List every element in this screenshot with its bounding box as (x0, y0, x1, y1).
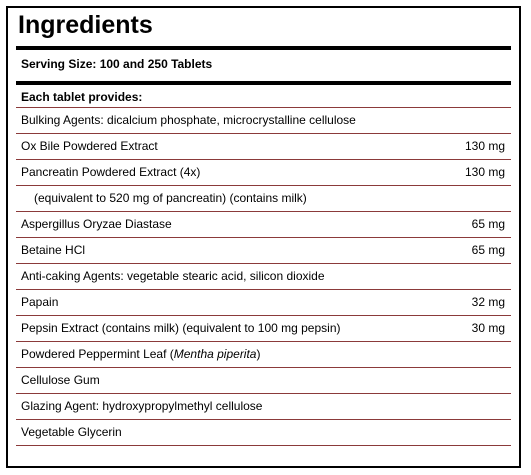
ingredient-amount: 130 mg (464, 165, 505, 179)
ingredient-name: (equivalent to 520 mg of pancreatin) (co… (34, 191, 307, 205)
ingredient-name: Bulking Agents: dicalcium phosphate, mic… (21, 113, 356, 127)
ingredient-row: Betaine HCl 65 mg (16, 237, 511, 263)
ingredient-row: Glazing Agent: hydroxypropylmethyl cellu… (16, 393, 511, 419)
ingredient-name: Ox Bile Powdered Extract (21, 139, 158, 153)
ingredient-name-suffix: ) (256, 347, 261, 361)
section-header: Each tablet provides: (21, 90, 143, 104)
serving-rule (16, 81, 511, 85)
page-title: Ingredients (18, 11, 153, 39)
ingredient-row: Powdered Peppermint Leaf (Mentha piperit… (16, 341, 511, 367)
ingredient-row: Anti-caking Agents: vegetable stearic ac… (16, 263, 511, 289)
ingredient-name: Powdered Peppermint Leaf (Mentha piperit… (21, 347, 260, 361)
ingredient-name: Vegetable Glycerin (21, 425, 122, 439)
ingredient-row: Ox Bile Powdered Extract 130 mg (16, 133, 511, 159)
ingredients-panel: Ingredients Serving Size: 100 and 250 Ta… (6, 6, 521, 468)
ingredient-list: Bulking Agents: dicalcium phosphate, mic… (16, 107, 511, 446)
ingredient-row: Bulking Agents: dicalcium phosphate, mic… (16, 107, 511, 133)
ingredient-row: Aspergillus Oryzae Diastase 65 mg (16, 211, 511, 237)
ingredient-row: Cellulose Gum (16, 367, 511, 393)
ingredient-amount: 65 mg (471, 217, 505, 231)
ingredient-name: Betaine HCl (21, 243, 86, 257)
ingredient-amount: 30 mg (471, 321, 505, 335)
ingredient-row: Pancreatin Powdered Extract (4x) 130 mg (16, 159, 511, 185)
list-bottom-rule (16, 445, 511, 446)
ingredient-name-prefix: Powdered Peppermint Leaf ( (21, 347, 174, 361)
title-rule (16, 46, 511, 50)
serving-size: Serving Size: 100 and 250 Tablets (21, 57, 213, 71)
ingredient-name: Papain (21, 295, 59, 309)
ingredient-name: Cellulose Gum (21, 373, 100, 387)
ingredient-row: Papain 32 mg (16, 289, 511, 315)
ingredient-name: Pepsin Extract (contains milk) (equivale… (21, 321, 341, 335)
ingredient-name: Anti-caking Agents: vegetable stearic ac… (21, 269, 325, 283)
ingredient-name: Glazing Agent: hydroxypropylmethyl cellu… (21, 399, 263, 413)
ingredient-amount: 130 mg (464, 139, 505, 153)
ingredient-row: Vegetable Glycerin (16, 419, 511, 445)
ingredient-name: Aspergillus Oryzae Diastase (21, 217, 172, 231)
ingredient-row: (equivalent to 520 mg of pancreatin) (co… (16, 185, 511, 211)
ingredient-name-latin: Mentha piperita (173, 347, 257, 361)
ingredient-name: Pancreatin Powdered Extract (4x) (21, 165, 201, 179)
ingredient-amount: 65 mg (471, 243, 505, 257)
ingredient-row: Pepsin Extract (contains milk) (equivale… (16, 315, 511, 341)
ingredient-amount: 32 mg (471, 295, 505, 309)
